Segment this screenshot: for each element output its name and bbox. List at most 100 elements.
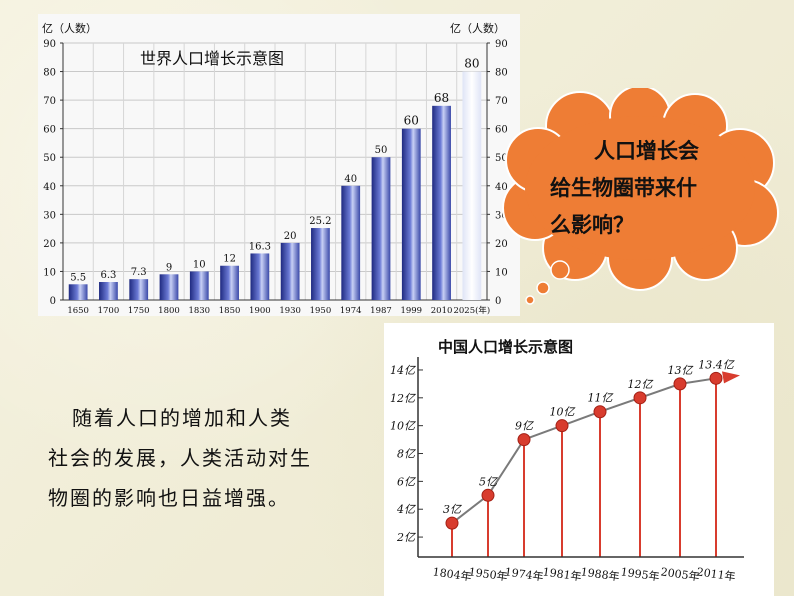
right-tick-label: 10: [495, 267, 508, 278]
bar-value-label: 12: [223, 254, 236, 265]
world-right-axis-label: 亿（人数）: [450, 22, 505, 35]
right-tick-label: 50: [495, 153, 508, 164]
bubble-question: 人口增长会 给生物圈带来什 么影响？: [550, 133, 750, 244]
bar-2025: [462, 71, 482, 300]
china-x-tick-label: 1995年: [620, 564, 661, 583]
paragraph-line-2: 社会的发展，人类活动对生: [48, 446, 312, 470]
china-population-chart: 2亿 4亿 6亿 8亿 10亿 12亿 14亿 1804年1950年1974年1981年19…: [384, 323, 774, 596]
china-x-tick-label: 2011年: [696, 564, 737, 583]
china-chart-axes: 2亿 4亿 6亿 8亿 10亿 12亿 14亿: [390, 357, 744, 558]
china-point-label: 11亿: [588, 392, 615, 405]
bar-value-label: 25.2: [309, 216, 331, 227]
bar-1800: [159, 274, 179, 300]
bubble-line-2: 给生物圈带来什: [550, 176, 697, 200]
bar-1930: [280, 242, 300, 300]
china-x-tick-label: 1988年: [580, 564, 621, 583]
bar-value-label: 68: [434, 91, 449, 105]
left-tick-label: 90: [43, 39, 56, 50]
left-tick-label: 0: [50, 296, 56, 307]
china-y-tick-label: 2亿: [396, 531, 417, 544]
world-chart-labels: 5.5 1650 6.3 1700 7.3 1750 9 1800 10 1830 12 1850 16…: [67, 57, 490, 316]
china-data-point: [481, 488, 495, 502]
china-x-tick-label: 1974年: [504, 564, 545, 583]
bar-1950: [311, 228, 330, 300]
china-y-tick-label: 6亿: [397, 475, 417, 488]
x-tick-label: 1750: [128, 306, 150, 316]
china-y-tick-label: 8亿: [397, 448, 417, 461]
china-y-tick-label: 14亿: [390, 364, 417, 377]
paragraph-line-3: 物圈的影响也日益增强。: [48, 486, 290, 510]
world-left-axis-label: 亿（人数）: [42, 22, 97, 35]
explanation-paragraph: 随着人口的增加和人类 社会的发展，人类活动对生 物圈的影响也日益增强。: [48, 398, 368, 518]
bar-1650: [68, 284, 88, 300]
x-tick-label: 1974: [340, 306, 362, 316]
left-tick-label: 50: [43, 153, 56, 164]
china-point-label: 9亿: [515, 420, 535, 433]
bar-1700: [99, 282, 118, 300]
bubble-line-3: 么影响？: [550, 213, 634, 237]
world-chart-bars: [68, 71, 482, 300]
bubble-dot-large: [550, 260, 570, 280]
china-chart-background: [384, 323, 774, 596]
bar-value-label: 80: [464, 57, 479, 71]
bar-2010: [432, 105, 451, 300]
bar-value-label: 10: [193, 259, 206, 270]
x-tick-label: 1900: [249, 306, 271, 316]
left-tick-label: 20: [43, 239, 56, 250]
bar-1900: [250, 253, 270, 300]
china-data-point: [673, 377, 687, 391]
china-x-tick-label: 1950年: [468, 564, 509, 583]
x-tick-label: 2010: [431, 306, 453, 316]
right-tick-label: 20: [495, 239, 508, 250]
x-tick-label: 1800: [158, 306, 180, 316]
bar-value-label: 16.3: [249, 241, 271, 252]
china-point-label: 10亿: [550, 406, 577, 419]
world-chart-title: 世界人口增长示意图: [140, 49, 284, 68]
bubble-dot-medium: [536, 281, 550, 295]
paragraph-line-1: 随着人口的增加和人类: [72, 406, 292, 430]
x-tick-label: 1930: [279, 306, 301, 316]
x-tick-label: 1950: [310, 306, 332, 316]
bar-value-label: 7.3: [131, 267, 147, 278]
china-data-point: [633, 391, 647, 405]
right-tick-label: 90: [495, 39, 508, 50]
bar-value-label: 9: [166, 262, 172, 273]
china-y-tick-label: 10亿: [390, 420, 417, 433]
left-tick-label: 60: [43, 125, 56, 136]
bar-value-label: 20: [284, 231, 297, 242]
bar-value-label: 6.3: [100, 270, 116, 281]
china-chart-title: 中国人口增长示意图: [438, 338, 573, 356]
china-data-point: [709, 371, 723, 385]
china-data-point: [593, 405, 607, 419]
bar-1830: [189, 271, 209, 300]
china-data-point: [517, 433, 531, 447]
world-chart-grid: [62, 42, 488, 301]
left-tick-label: 80: [43, 68, 56, 79]
bar-value-label: 5.5: [70, 272, 86, 283]
x-tick-label: 1700: [98, 306, 120, 316]
china-chart-line: [445, 371, 740, 530]
china-y-tick-label: 12亿: [390, 392, 417, 405]
right-tick-label: 40: [495, 182, 508, 193]
china-line-arrowhead: [722, 371, 740, 384]
right-tick-label: 60: [495, 125, 508, 136]
x-tick-label: 1830: [188, 306, 210, 316]
china-x-tick-label: 1804年: [432, 564, 473, 583]
x-tick-label: 1999: [400, 306, 422, 316]
left-tick-label: 30: [43, 210, 56, 221]
x-tick-label: 1650: [67, 306, 89, 316]
bar-value-label: 60: [404, 114, 419, 128]
bubble-line-1: 人口增长会: [594, 139, 699, 163]
china-point-label: 12亿: [628, 378, 655, 391]
bar-value-label: 40: [344, 174, 357, 185]
bubble-dot-small: [525, 295, 535, 305]
left-tick-label: 70: [43, 96, 56, 107]
bar-value-label: 50: [375, 145, 388, 156]
bar-1974: [341, 185, 361, 300]
china-point-label: 5亿: [479, 475, 499, 488]
china-point-label: 13.4亿: [698, 358, 735, 371]
china-y-tick-label: 4亿: [396, 503, 417, 516]
china-point-label: 13亿: [668, 364, 695, 377]
china-x-tick-label: 2005年: [660, 564, 701, 583]
